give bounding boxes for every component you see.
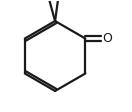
Text: O: O (102, 32, 112, 45)
